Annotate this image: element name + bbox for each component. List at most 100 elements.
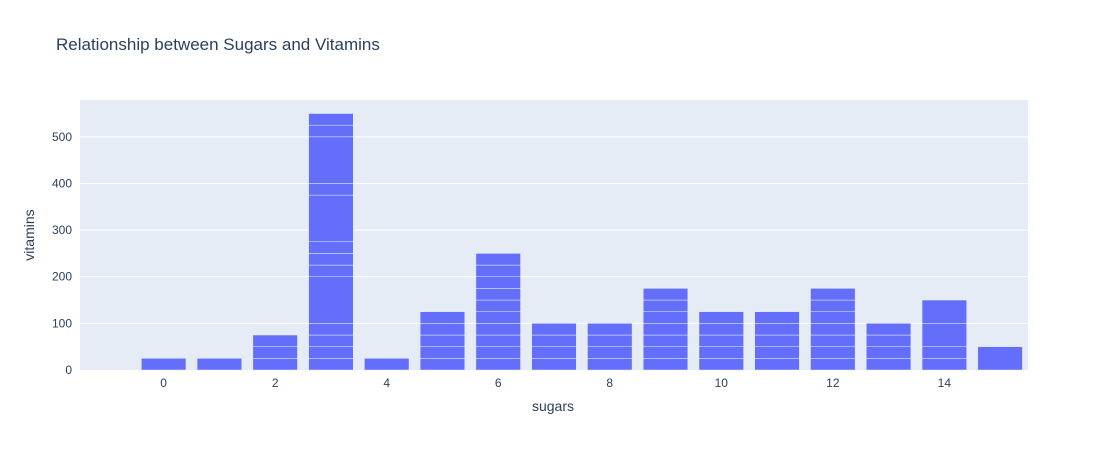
y-axis-ticks: 0 100 200 300 400 500 xyxy=(52,130,72,377)
bar-segment xyxy=(810,346,856,359)
bar-segment xyxy=(642,299,689,312)
bar-segment xyxy=(587,323,633,336)
bar-segment xyxy=(531,334,577,347)
bar-segment xyxy=(587,358,633,371)
x-tick-label: 0 xyxy=(160,376,167,390)
bar-segment xyxy=(921,346,967,359)
bar xyxy=(921,299,967,371)
bar-segment xyxy=(308,124,354,138)
x-tick-label: 8 xyxy=(606,376,613,390)
bar-segment xyxy=(475,323,521,336)
chart-title: Relationship between Sugars and Vitamins xyxy=(56,35,380,54)
bar-segment xyxy=(531,346,577,359)
bar-segment xyxy=(698,323,744,336)
x-axis-ticks: 0 2 4 6 8 10 12 14 xyxy=(160,376,951,390)
x-tick-label: 6 xyxy=(495,376,502,390)
bar-segment xyxy=(308,113,354,126)
bar xyxy=(642,288,689,371)
bar-segment xyxy=(587,334,633,347)
bar-segment xyxy=(419,323,466,336)
bar-segment xyxy=(308,183,354,196)
bar-segment xyxy=(642,358,689,371)
bar-segment xyxy=(866,323,912,336)
bar-segment xyxy=(642,311,689,324)
bar-segment xyxy=(754,334,800,347)
bar-segment xyxy=(698,311,744,324)
bar-segment xyxy=(531,323,577,336)
bar-segment xyxy=(698,358,744,371)
bar xyxy=(196,358,242,371)
bar-segment xyxy=(810,323,856,336)
bar-segment xyxy=(642,334,689,347)
bar xyxy=(587,323,633,371)
bars xyxy=(141,113,1023,371)
bar-segment xyxy=(419,346,466,359)
bar xyxy=(475,253,521,371)
bar-segment xyxy=(810,311,856,324)
bar-segment xyxy=(810,299,856,312)
bar-segment xyxy=(531,358,577,371)
bar xyxy=(866,323,912,371)
bar-segment xyxy=(196,358,242,371)
bar-segment xyxy=(810,358,856,371)
bar-segment xyxy=(252,346,298,359)
bar xyxy=(754,311,800,371)
bar-segment xyxy=(754,358,800,371)
bar-segment xyxy=(587,346,633,359)
bar-segment xyxy=(698,346,744,359)
bar-segment xyxy=(419,358,466,371)
x-tick-label: 4 xyxy=(383,376,390,390)
bar-segment xyxy=(141,358,187,371)
bar-segment xyxy=(754,311,800,324)
y-tick-label: 200 xyxy=(52,270,72,284)
y-tick-label: 400 xyxy=(52,176,72,190)
bar-segment xyxy=(698,334,744,347)
bar-segment xyxy=(419,334,466,347)
bar xyxy=(308,113,354,371)
y-axis-label: vitamins xyxy=(21,209,37,260)
bar xyxy=(419,311,466,371)
bar xyxy=(364,358,410,371)
x-tick-label: 2 xyxy=(272,376,279,390)
bar-segment xyxy=(308,194,354,243)
bar-segment xyxy=(308,264,354,277)
bar-segment xyxy=(308,276,354,324)
bar-segment xyxy=(475,276,521,289)
y-tick-label: 100 xyxy=(52,316,72,330)
y-tick-label: 500 xyxy=(52,130,72,144)
bar-segment xyxy=(754,323,800,336)
bar xyxy=(810,288,856,371)
bar xyxy=(531,323,577,371)
bar-segment xyxy=(866,358,912,371)
bar-segment xyxy=(475,311,521,324)
bar-segment xyxy=(475,358,521,371)
bar-segment xyxy=(866,334,912,347)
x-tick-label: 10 xyxy=(715,376,729,390)
x-axis-label: sugars xyxy=(532,398,574,414)
bar-segment xyxy=(475,334,521,347)
bar-segment xyxy=(475,346,521,359)
bar-segment xyxy=(308,323,354,336)
bar-segment xyxy=(642,288,689,301)
bar-segment xyxy=(475,288,521,301)
bar-segment xyxy=(866,346,912,359)
bar-segment xyxy=(921,299,967,324)
bar-segment xyxy=(921,323,967,347)
bar-segment xyxy=(308,346,354,359)
bar-segment xyxy=(921,358,967,371)
bar-segment xyxy=(308,136,354,184)
bar-segment xyxy=(642,323,689,336)
bar xyxy=(141,358,187,371)
bar-segment xyxy=(252,334,298,347)
bar-segment xyxy=(810,288,856,301)
bar-segment xyxy=(419,311,466,324)
bar-segment xyxy=(308,334,354,347)
bar-segment xyxy=(308,241,354,254)
bar-segment xyxy=(810,334,856,347)
bar-segment xyxy=(252,358,298,371)
bar-segment xyxy=(475,253,521,266)
bar-segment xyxy=(977,346,1023,371)
bar-segment xyxy=(364,358,410,371)
